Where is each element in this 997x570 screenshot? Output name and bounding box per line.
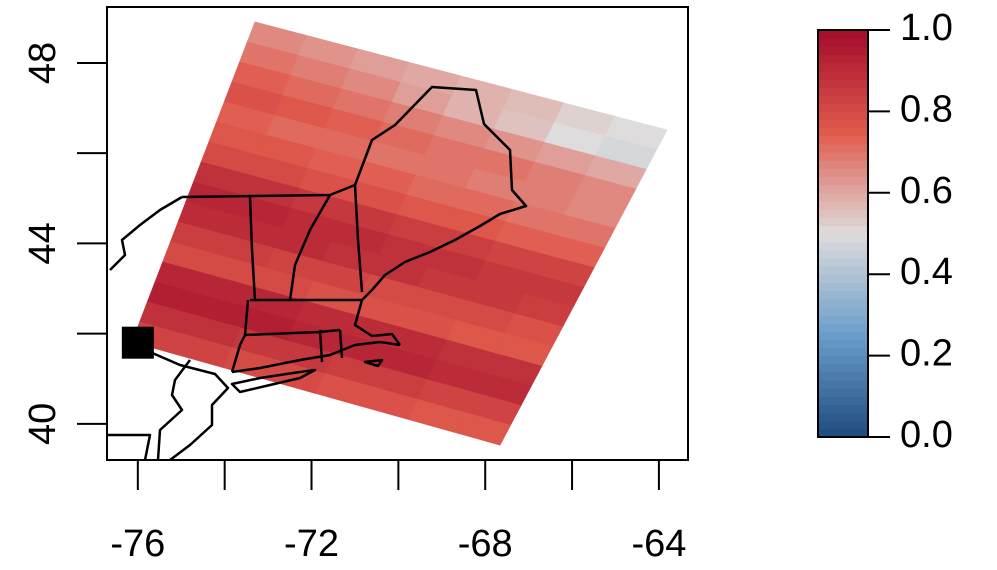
colorbar-frame <box>817 29 869 438</box>
colorbar-step <box>818 225 868 235</box>
colorbar-step <box>818 127 868 137</box>
state-border <box>338 329 344 359</box>
colorbar-tick-label: 0.8 <box>900 88 953 130</box>
colorbar-step <box>818 347 868 357</box>
colorbar-tick-label: 1.0 <box>900 7 953 49</box>
nj-border <box>156 359 191 460</box>
colorbar-tick-label: 0.6 <box>900 170 953 212</box>
long-island <box>230 368 317 394</box>
colorbar-tick-label: 0.0 <box>900 414 953 456</box>
colorbar-step <box>818 331 868 340</box>
colorbar-step <box>818 135 868 145</box>
site-marker <box>121 326 154 359</box>
colorbar-step <box>818 396 868 406</box>
colorbar-step <box>818 143 868 153</box>
colorbar-step <box>818 217 868 226</box>
colorbar-step <box>818 388 868 397</box>
colorbar-step <box>818 152 868 161</box>
ny-border <box>109 195 183 271</box>
state-border <box>230 299 250 373</box>
colorbar-step <box>818 95 868 104</box>
colorbar-step <box>818 38 868 47</box>
colorbar-step <box>818 111 868 121</box>
colorbar-step <box>818 184 868 194</box>
colorbar-step <box>818 323 868 332</box>
colorbar-step <box>818 62 868 72</box>
colorbar-step <box>818 233 868 243</box>
colorbar-step <box>818 70 868 80</box>
colorbar-step <box>818 241 868 251</box>
x-tick-label: -72 <box>284 523 339 565</box>
pa-border <box>107 433 152 460</box>
y-tick-label: 48 <box>22 42 64 84</box>
colorbar-step <box>818 119 868 129</box>
colorbar-step <box>818 266 868 275</box>
colorbar-step <box>818 339 868 349</box>
colorbar-step <box>818 168 868 178</box>
colorbar-step <box>818 46 868 56</box>
colorbar-step <box>818 274 868 283</box>
colorbar-step <box>818 412 868 422</box>
y-tick-label: 40 <box>22 403 64 445</box>
state-border <box>248 196 257 301</box>
x-tick-label: -68 <box>458 523 513 565</box>
colorbar-step <box>818 257 868 267</box>
colorbar-step <box>818 249 868 259</box>
island <box>363 358 384 368</box>
heat-cell <box>453 411 512 446</box>
colorbar-step <box>818 103 868 112</box>
colorbar-step <box>818 363 868 373</box>
colorbar-tick-label: 0.2 <box>900 333 953 375</box>
colorbar-step <box>818 404 868 414</box>
map-outlines <box>107 85 528 460</box>
colorbar-step <box>818 160 868 169</box>
state-border <box>288 194 332 301</box>
colorbar-step <box>818 428 868 438</box>
colorbar-step <box>818 380 868 389</box>
colorbar-step <box>818 86 868 96</box>
colorbar-step <box>818 420 868 430</box>
colorbar-step <box>818 314 868 324</box>
colorbar-step <box>818 192 868 202</box>
colorbar-step <box>818 282 868 292</box>
colorbar-tick-label: 0.4 <box>900 251 953 293</box>
heatmap <box>131 21 668 446</box>
colorbar-step <box>818 78 868 88</box>
y-tick-label: 44 <box>22 222 64 264</box>
colorbar-step <box>818 298 868 308</box>
colorbar-step <box>818 176 868 186</box>
colorbar-step <box>818 306 868 316</box>
colorbar-step <box>818 209 868 218</box>
x-tick-label: -64 <box>631 523 686 565</box>
nj-coast <box>149 350 230 460</box>
colorbar-step <box>818 355 868 365</box>
coastline <box>181 85 528 346</box>
colorbar-step <box>818 200 868 210</box>
colorbar-step <box>818 371 868 381</box>
state-border <box>244 328 341 337</box>
x-tick-label: -76 <box>110 523 165 565</box>
state-border <box>353 184 364 293</box>
coast-south <box>231 340 401 374</box>
colorbar-step <box>818 54 868 64</box>
colorbar-step <box>818 30 868 39</box>
colorbar-step <box>818 290 868 300</box>
